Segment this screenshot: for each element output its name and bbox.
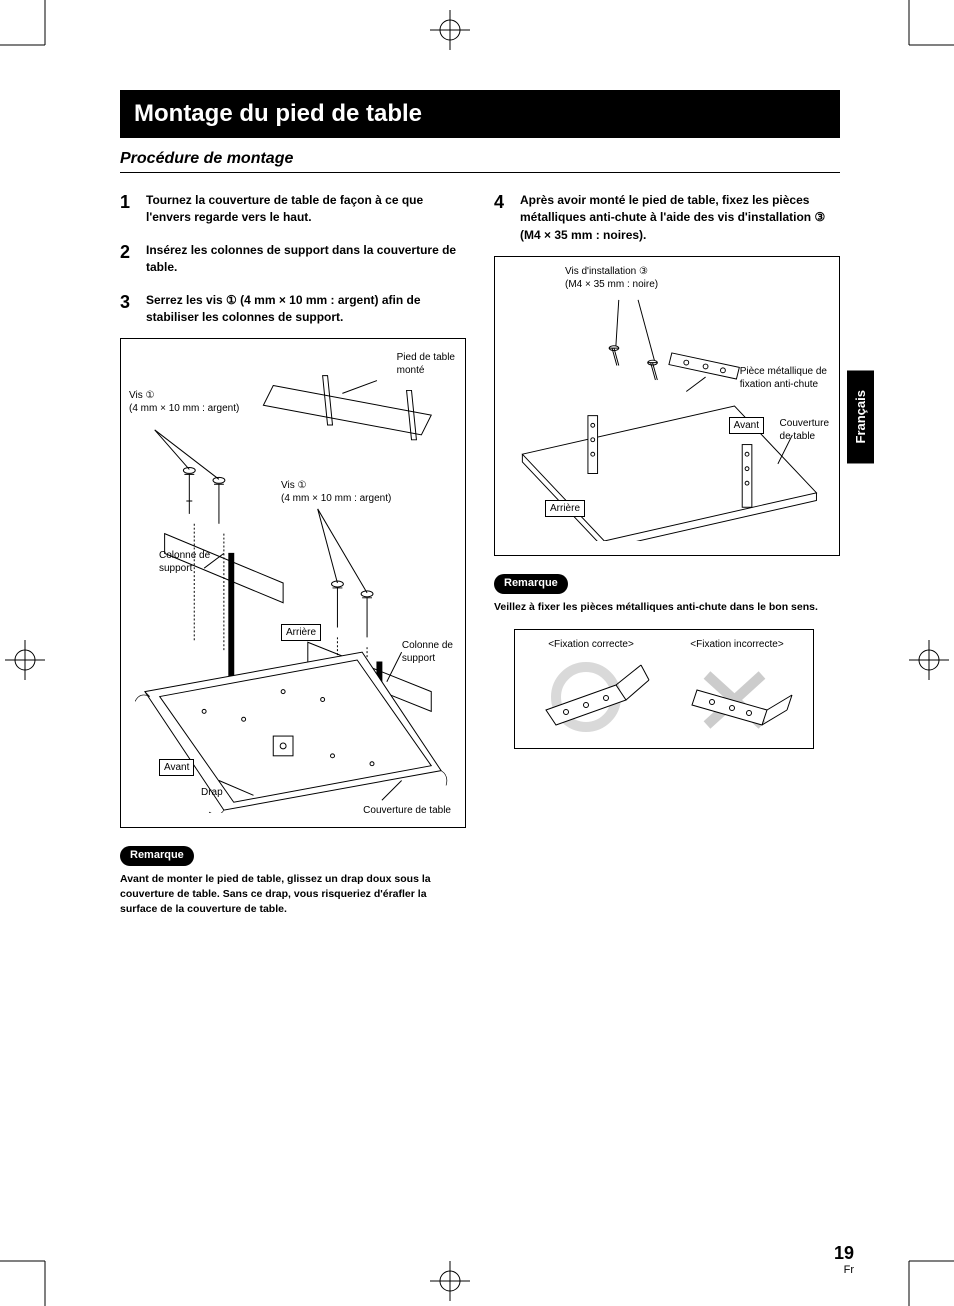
label-cover-2: Couverture de table bbox=[780, 417, 829, 443]
note-1-text: Avant de monter le pied de table, glisse… bbox=[120, 872, 466, 916]
page-title: Montage du pied de table bbox=[120, 90, 840, 138]
correct-half: <Fixation correcte> bbox=[523, 638, 659, 740]
label-metal: Pièce métallique de fixation anti-chute bbox=[740, 365, 827, 391]
left-column: 1 Tournez la couverture de table de faço… bbox=[120, 189, 466, 916]
note-label-2: Remarque bbox=[494, 574, 568, 594]
language-tab: Français bbox=[847, 370, 874, 463]
step-text: Tournez la couverture de table de façon … bbox=[146, 189, 466, 227]
label-rear: Arrière bbox=[281, 624, 321, 641]
incorrect-half: <Fixation incorrecte> bbox=[669, 638, 805, 740]
label-cloth: Drap bbox=[201, 786, 223, 799]
step-text: Insérez les colonnes de support dans la … bbox=[146, 239, 466, 277]
caption-correct: <Fixation correcte> bbox=[523, 638, 659, 651]
step-1: 1 Tournez la couverture de table de faço… bbox=[120, 189, 466, 227]
figure-assembly: Vis ① (4 mm × 10 mm : argent) Pied de ta… bbox=[120, 338, 466, 828]
label-screw-1a: Vis ① (4 mm × 10 mm : argent) bbox=[129, 389, 239, 415]
label-cover: Couverture de table bbox=[363, 804, 451, 817]
page-content: Montage du pied de table Procédure de mo… bbox=[120, 90, 840, 916]
step-2: 2 Insérez les colonnes de support dans l… bbox=[120, 239, 466, 277]
page-lang-code: Fr bbox=[844, 1264, 854, 1276]
label-rear-2: Arrière bbox=[545, 500, 585, 517]
right-column: 4 Après avoir monté le pied de table, fi… bbox=[494, 189, 840, 916]
assembly-diagram bbox=[135, 353, 451, 813]
step-number: 2 bbox=[120, 239, 136, 277]
label-screw-1b: Vis ① (4 mm × 10 mm : argent) bbox=[281, 479, 391, 505]
step-number: 3 bbox=[120, 289, 136, 327]
note-label: Remarque bbox=[120, 846, 194, 866]
section-subtitle: Procédure de montage bbox=[120, 150, 840, 173]
label-screw-3: Vis d'installation ③ (M4 × 35 mm : noire… bbox=[565, 265, 658, 291]
step-text: Après avoir monté le pied de table, fixe… bbox=[520, 189, 840, 244]
step-3: 3 Serrez les vis ① (4 mm × 10 mm : argen… bbox=[120, 289, 466, 327]
step-number: 4 bbox=[494, 189, 510, 244]
step-4: 4 Après avoir monté le pied de table, fi… bbox=[494, 189, 840, 244]
page-number-value: 19 bbox=[834, 1243, 854, 1264]
step-text: Serrez les vis ① (4 mm × 10 mm : argent)… bbox=[146, 289, 466, 327]
label-stand: Pied de table monté bbox=[397, 351, 455, 377]
figure-antifall: Vis d'installation ③ (M4 × 35 mm : noire… bbox=[494, 256, 840, 556]
label-column-2: Colonne de support bbox=[402, 639, 453, 665]
note-2-text: Veillez à fixer les pièces métalliques a… bbox=[494, 600, 840, 615]
caption-incorrect: <Fixation incorrecte> bbox=[669, 638, 805, 651]
figure-orientation: <Fixation correcte> <Fixation incorr bbox=[514, 629, 814, 749]
label-column-1: Colonne de support bbox=[159, 549, 210, 575]
label-front-2: Avant bbox=[729, 417, 764, 434]
step-number: 1 bbox=[120, 189, 136, 227]
page-number: 19 Fr bbox=[834, 1243, 854, 1276]
label-front: Avant bbox=[159, 759, 194, 776]
